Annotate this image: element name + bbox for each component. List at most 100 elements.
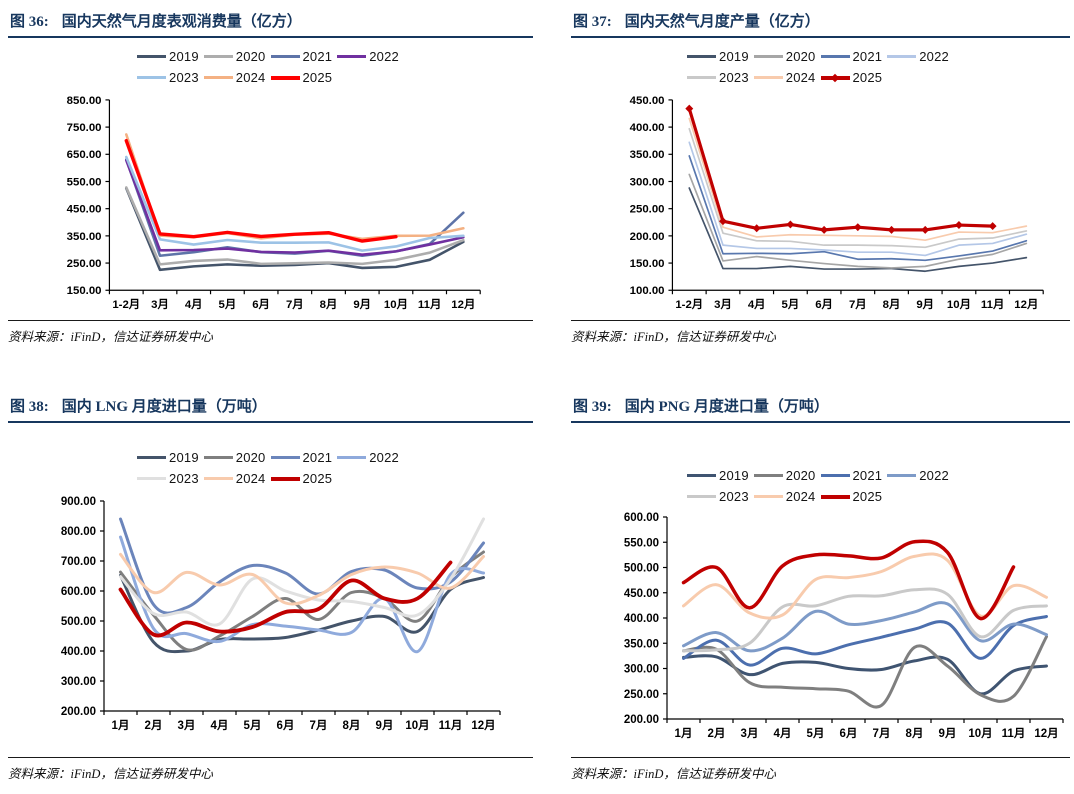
axes: 200.00 250.00 300.00 350.00 400.00 450.00 500.… bbox=[624, 512, 1064, 740]
series-line-2019 bbox=[119, 573, 485, 654]
legend-item-2020: 2020 bbox=[753, 468, 816, 483]
legend-label: 2024 bbox=[235, 70, 266, 85]
y-tick-label: 150.00 bbox=[630, 258, 665, 270]
x-tick-label: 1月 bbox=[112, 719, 130, 732]
x-tick-label: 5月 bbox=[807, 727, 825, 740]
diamond-marker-icon bbox=[786, 220, 795, 229]
figure-title-text: 国内 PNG 月度进口量（万吨） bbox=[624, 399, 829, 415]
y-tick-label: 700.00 bbox=[61, 556, 96, 568]
y-tick-label: 450.00 bbox=[624, 588, 659, 600]
diamond-marker-icon bbox=[921, 225, 930, 234]
legend-label: 2019 bbox=[719, 49, 749, 64]
legend-item-2021: 2021 bbox=[820, 468, 883, 483]
legend-row: 2023 2024 2025 bbox=[137, 468, 337, 489]
legend-swatch bbox=[337, 55, 367, 58]
legend-swatch bbox=[137, 55, 167, 58]
legend-row: 2019 2020 2021 2022 bbox=[687, 46, 954, 67]
legend-label: 2025 bbox=[852, 489, 883, 504]
legend-item-2025: 2025 bbox=[270, 70, 333, 85]
series-line-2024 bbox=[119, 552, 485, 606]
figure-36-title: 图 36: 国内天然气月度表观消费量（亿方） bbox=[8, 8, 533, 38]
line-chart-production: 100.00 150.00 200.00 250.00 300.00 350.00 400.… bbox=[630, 95, 1044, 311]
legend: 2019 2020 2021 2022 2023 2024 2025 bbox=[8, 46, 533, 88]
legend-label: 2022 bbox=[919, 49, 949, 64]
y-tick-label: 250.00 bbox=[624, 689, 659, 701]
legend-label: 2023 bbox=[719, 489, 749, 504]
series-line-2024 bbox=[682, 552, 1048, 620]
legend-swatch bbox=[820, 474, 850, 477]
y-tick-label: 650.00 bbox=[67, 149, 102, 161]
series-line-2023 bbox=[688, 127, 1028, 249]
source-note: 资料来源：iFinD，信达证券研发中心 bbox=[571, 757, 1070, 782]
legend-label: 2019 bbox=[169, 450, 199, 465]
legend: 2019 2020 2021 2022 2023 2024 2025 bbox=[571, 46, 1070, 88]
legend-label: 2022 bbox=[369, 450, 399, 465]
legend: 2019 2020 2021 2022 2023 2024 2025 bbox=[571, 465, 1070, 507]
y-tick-label: 400.00 bbox=[61, 646, 96, 658]
x-tick-label: 10月 bbox=[384, 298, 408, 311]
legend-label: 2024 bbox=[785, 489, 816, 504]
legend-item-2019: 2019 bbox=[137, 450, 199, 465]
legend-item-2019: 2019 bbox=[137, 49, 199, 64]
diamond-marker-icon bbox=[988, 222, 997, 231]
legend-item-2019: 2019 bbox=[687, 468, 749, 483]
line-chart-consumption: 150.00 250.00 350.00 450.00 550.00 650.00 750.… bbox=[67, 95, 481, 311]
y-tick-label: 400.00 bbox=[624, 613, 659, 625]
series-line-2020 bbox=[124, 186, 465, 266]
legend-label: 2020 bbox=[235, 49, 266, 64]
series-line-2024 bbox=[124, 133, 465, 241]
diamond-marker-icon bbox=[719, 217, 727, 226]
legend-label: 2022 bbox=[369, 49, 399, 64]
legend-row: 2023 2024 2025 bbox=[687, 67, 887, 88]
legend-label: 2024 bbox=[235, 471, 266, 486]
y-tick-label: 600.00 bbox=[61, 586, 96, 598]
legend-label: 2025 bbox=[302, 471, 333, 486]
x-tick-label: 3月 bbox=[151, 298, 169, 311]
y-tick-label: 350.00 bbox=[67, 231, 102, 243]
x-tick-label: 3月 bbox=[741, 727, 759, 740]
x-tick-label: 9月 bbox=[376, 719, 394, 732]
legend-swatch bbox=[820, 55, 850, 58]
x-tick-label: 11月 bbox=[981, 298, 1004, 311]
legend-item-2022: 2022 bbox=[337, 450, 399, 465]
diamond-marker-icon bbox=[685, 104, 694, 113]
legend-swatch bbox=[753, 474, 783, 477]
x-tick-label: 8月 bbox=[343, 719, 361, 732]
legend-label: 2025 bbox=[302, 70, 333, 85]
figure-title-text: 国内 LNG 月度进口量（万吨） bbox=[61, 399, 267, 415]
legend-rows: 2019 2020 2021 2022 2023 2024 2025 bbox=[137, 447, 404, 489]
x-tick-label: 6月 bbox=[815, 298, 833, 311]
source-note: 资料来源：iFinD，信达证券研发中心 bbox=[571, 320, 1070, 345]
legend-swatch bbox=[687, 76, 717, 79]
legend-item-2025: 2025 bbox=[270, 471, 333, 486]
series-line-2025 bbox=[118, 560, 453, 638]
series-line-2019 bbox=[688, 187, 1028, 273]
x-tick-label: 5月 bbox=[219, 298, 237, 311]
series-line-2025 bbox=[124, 138, 398, 243]
x-tick-label: 7月 bbox=[286, 298, 304, 311]
legend-item-2025: 2025 bbox=[820, 489, 883, 504]
legend-rows: 2019 2020 2021 2022 2023 2024 2025 bbox=[687, 46, 954, 88]
series-line-2022 bbox=[682, 601, 1048, 653]
legend-label: 2021 bbox=[852, 49, 883, 64]
series-line-2022 bbox=[124, 159, 465, 256]
x-tick-label: 1-2月 bbox=[675, 298, 703, 311]
x-tick-label: 7月 bbox=[849, 298, 867, 311]
legend-item-2024: 2024 bbox=[753, 489, 816, 504]
x-tick-label: 12月 bbox=[451, 298, 475, 311]
axes: 150.00 250.00 350.00 450.00 550.00 650.00 750.… bbox=[67, 95, 481, 311]
x-tick-label: 4月 bbox=[748, 298, 766, 311]
legend-swatch bbox=[137, 76, 167, 79]
legend-swatch bbox=[203, 477, 233, 480]
legend-swatch bbox=[270, 75, 300, 80]
diamond-marker-icon bbox=[830, 73, 840, 82]
figure-36-panel: 图 36: 国内天然气月度表观消费量（亿方） 2019 2020 2021 2022 2… bbox=[0, 0, 537, 385]
y-tick-label: 300.00 bbox=[624, 664, 659, 676]
x-tick-label: 5月 bbox=[782, 298, 800, 311]
x-tick-label: 3月 bbox=[714, 298, 732, 311]
y-tick-label: 550.00 bbox=[624, 537, 659, 549]
legend-swatch bbox=[753, 495, 783, 498]
series-line-2023 bbox=[119, 517, 485, 627]
legend-swatch bbox=[887, 474, 917, 477]
legend-item-2025: 2025 bbox=[820, 70, 883, 85]
